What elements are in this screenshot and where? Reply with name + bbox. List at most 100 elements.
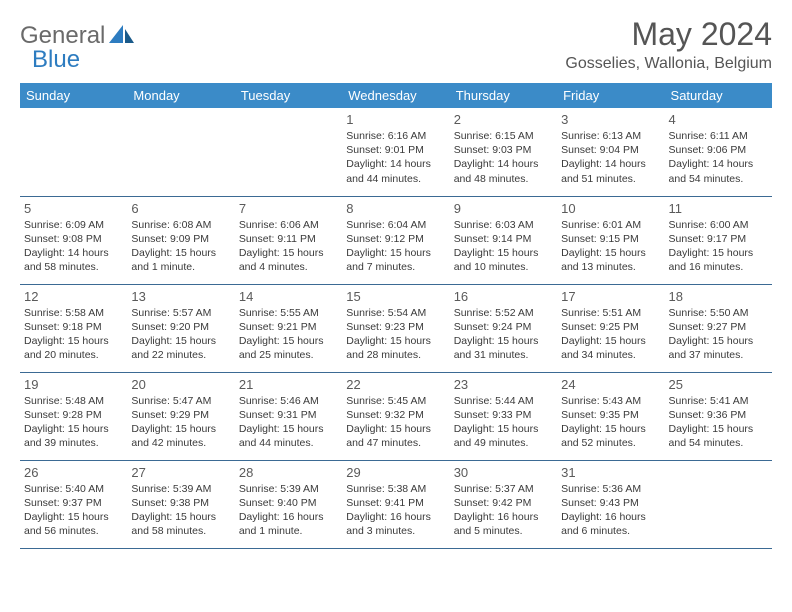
day-info: Sunrise: 6:13 AMSunset: 9:04 PMDaylight:… [561, 129, 660, 186]
calendar-day-cell: 28Sunrise: 5:39 AMSunset: 9:40 PMDayligh… [235, 460, 342, 548]
day-info: Sunrise: 6:06 AMSunset: 9:11 PMDaylight:… [239, 218, 338, 275]
calendar-day-cell: 24 Sunrise: 5:43 AMSunset: 9:35 PMDayligh… [557, 372, 664, 460]
day-info: Sunrise: 5:46 AMSunset: 9:31 PMDaylight:… [239, 394, 338, 451]
day-number: 9 [454, 201, 553, 216]
calendar-day-cell: 22 Sunrise: 5:45 AMSunset: 9:32 PMDayligh… [342, 372, 449, 460]
day-number: 17 [561, 289, 660, 304]
calendar-day-cell: 29 Sunrise: 5:38 AMSunset: 9:41 PMDayligh… [342, 460, 449, 548]
calendar-day-cell: 26 Sunrise: 5:40 AMSunset: 9:37 PMDayligh… [20, 460, 127, 548]
day-info: Sunrise: 5:43 AMSunset: 9:35 PMDaylight:… [561, 394, 660, 451]
day-info: Sunrise: 5:51 AMSunset: 9:25 PMDaylight:… [561, 306, 660, 363]
calendar-day-cell: 21 Sunrise: 5:46 AMSunset: 9:31 PMDayligh… [235, 372, 342, 460]
calendar-day-cell: 1Sunrise: 6:16 AMSunset: 9:01 PMDaylight… [342, 108, 449, 196]
calendar-header-cell: Wednesday [342, 83, 449, 108]
day-info: Sunrise: 6:01 AMSunset: 9:15 PMDaylight:… [561, 218, 660, 275]
calendar-body: 1Sunrise: 6:16 AMSunset: 9:01 PMDaylight… [20, 108, 772, 548]
day-info: Sunrise: 5:50 AMSunset: 9:27 PMDaylight:… [669, 306, 768, 363]
day-number: 24 [561, 377, 660, 392]
day-number: 10 [561, 201, 660, 216]
day-number: 29 [346, 465, 445, 480]
title-block: May 2024 Gosselies, Wallonia, Belgium [565, 16, 772, 73]
day-info: Sunrise: 6:00 AMSunset: 9:17 PMDaylight:… [669, 218, 768, 275]
day-number: 26 [24, 465, 123, 480]
day-number: 3 [561, 112, 660, 127]
calendar-day-cell [20, 108, 127, 196]
calendar-day-cell: 20Sunrise: 5:47 AMSunset: 9:29 PMDayligh… [127, 372, 234, 460]
calendar-day-cell: 4 Sunrise: 6:11 AMSunset: 9:06 PMDaylight… [665, 108, 772, 196]
calendar-day-cell: 6 Sunrise: 6:08 AMSunset: 9:09 PMDaylight… [127, 196, 234, 284]
day-info: Sunrise: 6:15 AMSunset: 9:03 PMDaylight:… [454, 129, 553, 186]
day-number: 12 [24, 289, 123, 304]
day-number: 19 [24, 377, 123, 392]
calendar-day-cell: 27Sunrise: 5:39 AMSunset: 9:38 PMDayligh… [127, 460, 234, 548]
calendar-day-cell: 23Sunrise: 5:44 AMSunset: 9:33 PMDayligh… [450, 372, 557, 460]
day-info: Sunrise: 5:39 AMSunset: 9:40 PMDaylight:… [239, 482, 338, 539]
day-number: 8 [346, 201, 445, 216]
day-number: 11 [669, 201, 768, 216]
calendar-header-cell: Friday [557, 83, 664, 108]
calendar-week-row: 19 Sunrise: 5:48 AMSunset: 9:28 PMDayligh… [20, 372, 772, 460]
day-info: Sunrise: 5:40 AMSunset: 9:37 PMDaylight:… [24, 482, 123, 539]
day-number: 22 [346, 377, 445, 392]
day-number: 25 [669, 377, 768, 392]
day-info: Sunrise: 5:38 AMSunset: 9:41 PMDaylight:… [346, 482, 445, 539]
day-info: Sunrise: 5:52 AMSunset: 9:24 PMDaylight:… [454, 306, 553, 363]
day-number: 6 [131, 201, 230, 216]
day-number: 16 [454, 289, 553, 304]
day-info: Sunrise: 6:04 AMSunset: 9:12 PMDaylight:… [346, 218, 445, 275]
calendar-day-cell: 19 Sunrise: 5:48 AMSunset: 9:28 PMDayligh… [20, 372, 127, 460]
calendar-day-cell: 25Sunrise: 5:41 AMSunset: 9:36 PMDayligh… [665, 372, 772, 460]
calendar-header-cell: Tuesday [235, 83, 342, 108]
calendar-day-cell: 3 Sunrise: 6:13 AMSunset: 9:04 PMDaylight… [557, 108, 664, 196]
day-info: Sunrise: 5:48 AMSunset: 9:28 PMDaylight:… [24, 394, 123, 451]
day-info: Sunrise: 5:57 AMSunset: 9:20 PMDaylight:… [131, 306, 230, 363]
calendar-day-cell: 17 Sunrise: 5:51 AMSunset: 9:25 PMDayligh… [557, 284, 664, 372]
day-info: Sunrise: 6:03 AMSunset: 9:14 PMDaylight:… [454, 218, 553, 275]
calendar-week-row: 12 Sunrise: 5:58 AMSunset: 9:18 PMDayligh… [20, 284, 772, 372]
day-info: Sunrise: 6:09 AMSunset: 9:08 PMDaylight:… [24, 218, 123, 275]
calendar-day-cell [665, 460, 772, 548]
calendar-day-cell: 7Sunrise: 6:06 AMSunset: 9:11 PMDaylight… [235, 196, 342, 284]
logo-sail-icon [109, 23, 135, 50]
day-info: Sunrise: 5:37 AMSunset: 9:42 PMDaylight:… [454, 482, 553, 539]
calendar-day-cell [235, 108, 342, 196]
day-number: 15 [346, 289, 445, 304]
calendar-day-cell: 18 Sunrise: 5:50 AMSunset: 9:27 PMDayligh… [665, 284, 772, 372]
calendar-day-cell: 8 Sunrise: 6:04 AMSunset: 9:12 PMDaylight… [342, 196, 449, 284]
day-number: 2 [454, 112, 553, 127]
day-info: Sunrise: 5:45 AMSunset: 9:32 PMDaylight:… [346, 394, 445, 451]
day-number: 4 [669, 112, 768, 127]
day-number: 18 [669, 289, 768, 304]
day-info: Sunrise: 5:58 AMSunset: 9:18 PMDaylight:… [24, 306, 123, 363]
header: General May 2024 Gosselies, Wallonia, Be… [20, 16, 772, 73]
day-number: 27 [131, 465, 230, 480]
day-number: 21 [239, 377, 338, 392]
day-number: 14 [239, 289, 338, 304]
logo-text-blue: Blue [32, 46, 80, 73]
calendar-header-cell: Sunday [20, 83, 127, 108]
calendar-day-cell: 14 Sunrise: 5:55 AMSunset: 9:21 PMDayligh… [235, 284, 342, 372]
day-number: 31 [561, 465, 660, 480]
day-number: 30 [454, 465, 553, 480]
day-info: Sunrise: 6:16 AMSunset: 9:01 PMDaylight:… [346, 129, 445, 186]
calendar-week-row: 5Sunrise: 6:09 AMSunset: 9:08 PMDaylight… [20, 196, 772, 284]
calendar-day-cell: 9 Sunrise: 6:03 AMSunset: 9:14 PMDaylight… [450, 196, 557, 284]
calendar-day-cell: 10 Sunrise: 6:01 AMSunset: 9:15 PMDayligh… [557, 196, 664, 284]
page-title: May 2024 [565, 16, 772, 53]
calendar-day-cell: 15Sunrise: 5:54 AMSunset: 9:23 PMDayligh… [342, 284, 449, 372]
day-info: Sunrise: 5:36 AMSunset: 9:43 PMDaylight:… [561, 482, 660, 539]
day-number: 13 [131, 289, 230, 304]
calendar-week-row: 26 Sunrise: 5:40 AMSunset: 9:37 PMDayligh… [20, 460, 772, 548]
calendar-day-cell: 31 Sunrise: 5:36 AMSunset: 9:43 PMDayligh… [557, 460, 664, 548]
calendar-day-cell: 16 Sunrise: 5:52 AMSunset: 9:24 PMDayligh… [450, 284, 557, 372]
logo-subtext-wrap: Blue [32, 46, 80, 74]
location-text: Gosselies, Wallonia, Belgium [565, 55, 772, 73]
day-info: Sunrise: 6:08 AMSunset: 9:09 PMDaylight:… [131, 218, 230, 275]
day-number: 20 [131, 377, 230, 392]
day-number: 23 [454, 377, 553, 392]
calendar-day-cell: 12 Sunrise: 5:58 AMSunset: 9:18 PMDayligh… [20, 284, 127, 372]
day-info: Sunrise: 6:11 AMSunset: 9:06 PMDaylight:… [669, 129, 768, 186]
calendar-day-cell: 11 Sunrise: 6:00 AMSunset: 9:17 PMDayligh… [665, 196, 772, 284]
calendar-day-cell: 13 Sunrise: 5:57 AMSunset: 9:20 PMDayligh… [127, 284, 234, 372]
day-info: Sunrise: 5:55 AMSunset: 9:21 PMDaylight:… [239, 306, 338, 363]
